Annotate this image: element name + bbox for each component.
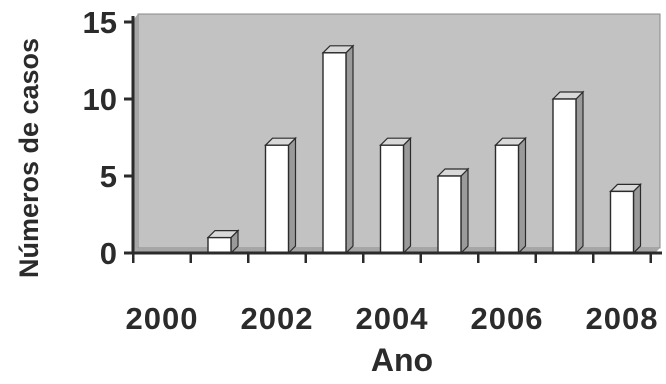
bar-face — [264, 144, 290, 254]
bar — [321, 44, 355, 255]
bar — [264, 136, 297, 255]
y-tick-label: 15 — [83, 5, 117, 40]
bar-side — [287, 136, 297, 255]
x-tick-label: 2008 — [586, 301, 659, 336]
bar — [379, 136, 412, 255]
x-tick-label: 2002 — [241, 301, 314, 336]
bar-side — [402, 136, 412, 255]
bar-face — [552, 98, 577, 254]
x-tick-label: 2006 — [471, 301, 544, 336]
y-tick-label: 0 — [100, 236, 117, 271]
x-tick-label: 2004 — [356, 301, 429, 336]
axes — [124, 16, 662, 263]
bars-group — [150, 44, 642, 255]
tick-labels: 0 5 10 15 2000 2002 2004 2006 2008 — [83, 5, 659, 336]
bar-face — [609, 190, 635, 254]
bar-side — [632, 182, 642, 255]
bar-face — [494, 144, 520, 254]
x-tick-label: 2000 — [126, 301, 199, 336]
bar — [436, 167, 470, 255]
y-tick-label: 10 — [83, 82, 117, 117]
bar-side — [345, 44, 354, 255]
bar-side — [460, 167, 469, 255]
bar-face — [322, 52, 347, 254]
bar-side — [575, 90, 584, 255]
bar-face — [437, 175, 462, 254]
bar — [551, 90, 585, 255]
x-axis-label: Ano — [371, 342, 433, 378]
bar-side — [517, 136, 527, 255]
bar — [609, 182, 642, 255]
bar-face — [379, 144, 405, 254]
bar-face — [207, 236, 232, 254]
y-axis-label: Números de casos — [14, 38, 44, 278]
bar — [206, 229, 240, 255]
bar — [494, 136, 527, 255]
y-tick-label: 5 — [100, 159, 117, 194]
